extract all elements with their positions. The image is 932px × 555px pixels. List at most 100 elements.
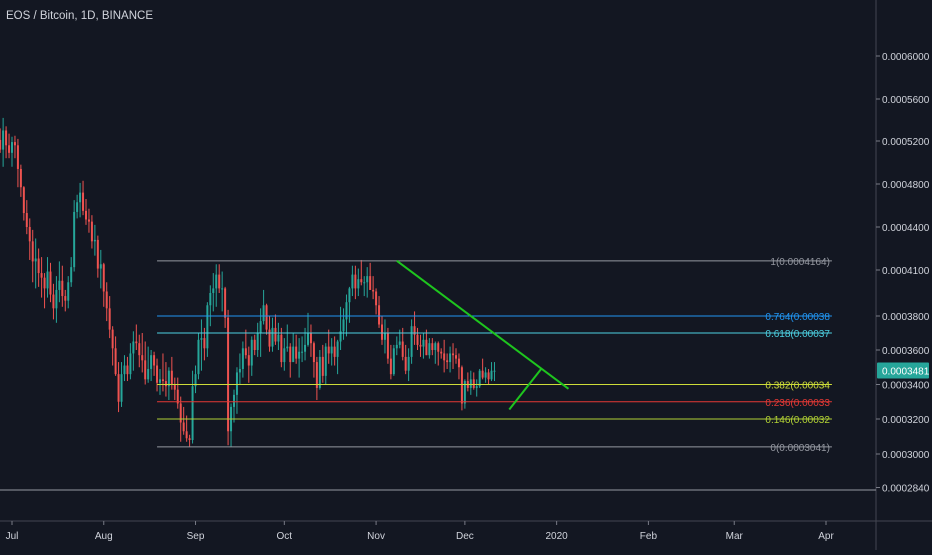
candle-body [363, 282, 366, 284]
candle-body [194, 374, 197, 387]
candle-body [120, 374, 123, 402]
candle-body [289, 346, 292, 363]
candle-body [176, 389, 179, 404]
candle-body [295, 346, 298, 359]
candle-body [342, 319, 345, 332]
price-tick-label: 0.0003800 [882, 312, 930, 323]
trendline-descending-resistance[interactable] [396, 260, 570, 390]
candle-body [185, 431, 188, 439]
candle-body [413, 326, 416, 335]
candle-body [61, 280, 64, 297]
price-tick-label: 0.0003200 [882, 415, 930, 426]
candle-body [156, 365, 159, 383]
candle-body [34, 258, 37, 262]
time-tick-label: Oct [277, 531, 293, 542]
candle-body [460, 367, 463, 404]
candle-body [108, 308, 111, 330]
candle-body [478, 370, 481, 387]
time-tick-label: Nov [367, 531, 385, 542]
candle-body [372, 289, 375, 292]
candle-body [212, 288, 215, 293]
candle-body [410, 326, 413, 357]
candle-body [126, 365, 129, 375]
candle-body [138, 343, 141, 356]
candle-body [99, 264, 102, 269]
candle-body [375, 291, 378, 306]
candle-body [141, 355, 144, 361]
candle-body [19, 168, 22, 188]
candle-body [244, 348, 247, 356]
candle-body [105, 291, 108, 309]
price-tick-label: 0.0004400 [882, 223, 930, 234]
candle-body [277, 334, 280, 342]
candle-body [309, 333, 312, 344]
price-tick-label: 0.0004100 [882, 266, 930, 277]
candle-body [11, 142, 13, 153]
candle-body [457, 358, 460, 368]
candle-body [179, 403, 182, 423]
candle-body [419, 344, 422, 347]
candle-body [227, 317, 230, 432]
fibonacci-retracement[interactable]: 1(0.0004164) 0.764(0.00038 0.618(0.00037 0.… [157, 257, 832, 454]
candle-body [449, 353, 452, 363]
price-tick-label: 0.0003600 [882, 346, 930, 357]
time-tick-label: 2020 [546, 531, 569, 542]
candle-body [102, 264, 105, 292]
candle-body [31, 241, 34, 262]
candle-body [43, 277, 46, 289]
time-tick-label: Feb [640, 531, 658, 542]
candle-body [307, 333, 309, 345]
candle-body [283, 348, 286, 363]
candle-body [345, 302, 348, 320]
candle-body [265, 305, 268, 330]
time-tick-label: Aug [95, 531, 113, 542]
candle-body [324, 346, 327, 376]
candle-body [452, 353, 455, 356]
candle-body [366, 276, 369, 283]
candle-body [235, 372, 238, 395]
candle-body [13, 142, 16, 146]
candle-body [256, 333, 259, 350]
candle-body [114, 348, 117, 375]
candle-body [354, 274, 357, 289]
candle-body [203, 338, 206, 349]
fib-level-label: 0.236(0.00033 [765, 398, 830, 409]
candle-body [298, 351, 301, 359]
trendlines-layer[interactable] [396, 260, 570, 411]
candle-body [348, 288, 351, 303]
candle-body [292, 346, 295, 363]
candle-body [135, 341, 138, 344]
candle-body [395, 344, 398, 349]
candle-body [79, 192, 82, 203]
candle-body [351, 274, 354, 289]
candle-body [144, 360, 147, 380]
candle-body [321, 356, 324, 376]
candle-body [85, 210, 87, 220]
candle-body [274, 327, 277, 342]
candle-body [280, 334, 283, 363]
candle-body [318, 356, 321, 388]
candle-body [164, 381, 167, 387]
candle-body [381, 324, 383, 340]
candle-body [182, 422, 185, 432]
candle-body [428, 343, 431, 356]
candle-body [271, 327, 274, 347]
fib-level-label: 1(0.0004164) [770, 257, 830, 268]
candle-body [434, 343, 437, 350]
time-tick-label: Jul [6, 531, 19, 542]
candle-body [401, 341, 404, 357]
time-tick-label: Apr [818, 531, 834, 542]
candle-body [404, 356, 407, 371]
candle-body [153, 355, 156, 366]
candle-body [161, 379, 164, 382]
candle-body [455, 355, 457, 359]
candle-body [422, 339, 425, 347]
candle-body [8, 145, 11, 153]
candle-body [132, 341, 135, 354]
candle-body [286, 346, 289, 349]
candle-body [443, 353, 446, 361]
candle-body [215, 274, 218, 289]
trendline-ascending-support[interactable] [508, 367, 543, 411]
fib-level-label: 0(0.0003041) [770, 443, 830, 454]
